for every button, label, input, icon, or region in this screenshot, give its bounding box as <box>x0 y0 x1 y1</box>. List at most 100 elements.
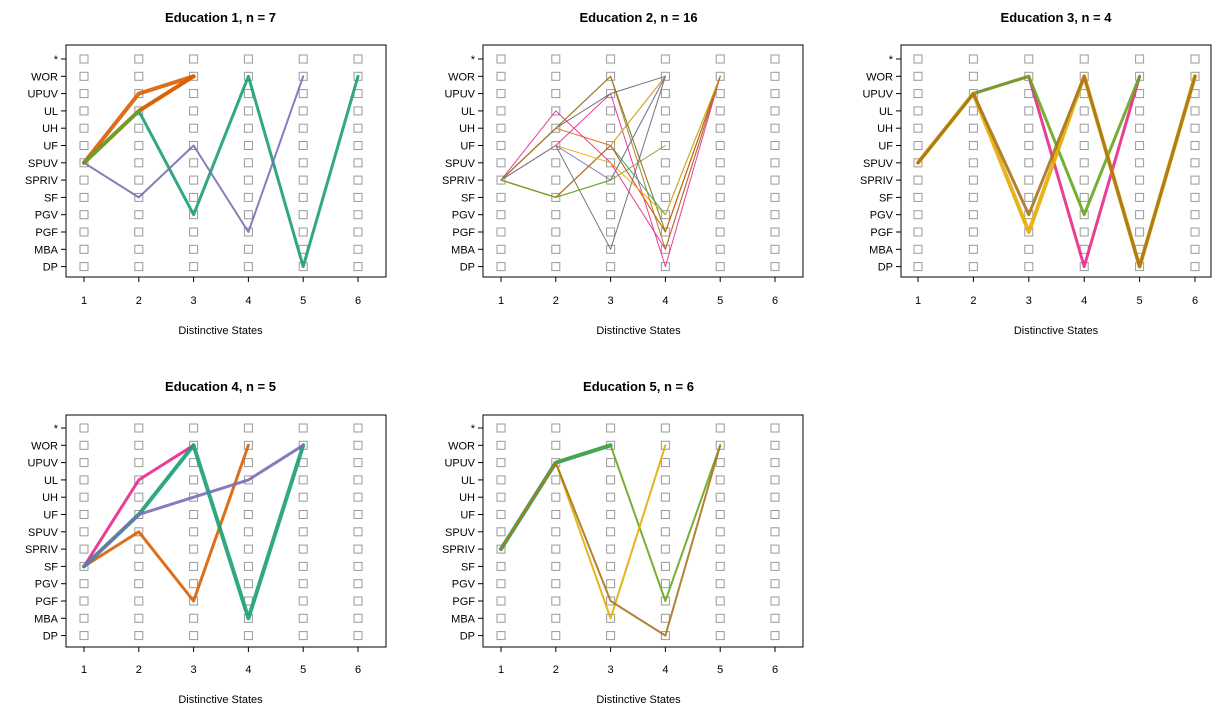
state-marker <box>1190 262 1200 272</box>
state-marker <box>243 192 253 202</box>
state-marker <box>770 106 780 116</box>
state-marker <box>968 71 978 81</box>
state-marker <box>496 440 506 450</box>
state-marker <box>1135 123 1145 133</box>
x-axis: 1 2 3 4 5 6 <box>915 277 1198 307</box>
state-marker <box>660 561 670 571</box>
state-marker <box>913 123 923 133</box>
state-marker <box>79 106 89 116</box>
x-tick-label: 4 <box>1081 295 1087 307</box>
state-marker <box>1024 262 1034 272</box>
sequence-line <box>500 75 721 250</box>
state-marker <box>134 423 144 433</box>
y-tick-label: UL <box>461 106 475 118</box>
x-tick-label: 1 <box>81 295 87 307</box>
state-marker <box>496 210 506 220</box>
state-marker <box>1079 123 1089 133</box>
state-marker <box>353 510 363 519</box>
state-marker <box>353 579 363 589</box>
state-marker <box>79 141 89 150</box>
sequence-line <box>82 74 196 165</box>
state-marker <box>134 561 144 571</box>
state-marker <box>606 544 616 554</box>
state-marker <box>79 54 89 64</box>
panel-title: Education 4, n = 5 <box>165 379 276 394</box>
state-marker <box>551 227 561 237</box>
state-marker <box>353 544 363 554</box>
state-marker <box>606 475 616 485</box>
plot-area <box>65 44 387 278</box>
y-tick-label: MBA <box>451 244 476 256</box>
state-marker <box>913 54 923 64</box>
state-marker <box>189 106 199 116</box>
state-marker <box>606 510 616 519</box>
state-marker <box>551 527 561 537</box>
state-marker <box>79 262 89 272</box>
state-marker <box>660 527 670 537</box>
state-marker <box>353 527 363 537</box>
state-marker <box>496 192 506 202</box>
state-marker <box>134 631 144 641</box>
y-tick-label: UH <box>877 123 893 135</box>
state-marker <box>134 141 144 150</box>
state-marker <box>79 613 89 623</box>
state-marker <box>551 71 561 81</box>
x-axis-label: Distinctive States <box>178 325 263 337</box>
state-marker <box>79 475 89 485</box>
state-marker <box>913 227 923 237</box>
state-marker <box>606 527 616 537</box>
y-tick-label: UF <box>43 510 58 522</box>
state-marker <box>79 175 89 185</box>
state-marker <box>1190 106 1200 116</box>
state-marker <box>298 89 308 99</box>
state-marker <box>770 527 780 537</box>
state-marker <box>913 262 923 272</box>
state-marker <box>353 561 363 571</box>
y-tick-label: * <box>471 54 476 66</box>
state-marker <box>353 106 363 116</box>
state-marker <box>243 141 253 150</box>
state-marker <box>353 192 363 202</box>
state-marker <box>1024 106 1034 116</box>
state-marker <box>770 492 780 502</box>
state-marker <box>551 210 561 220</box>
state-marker <box>770 475 780 485</box>
state-marker <box>715 423 725 433</box>
state-marker <box>968 210 978 220</box>
state-marker <box>715 89 725 99</box>
x-axis-label: Distinctive States <box>178 694 263 706</box>
state-marker <box>496 579 506 589</box>
state-marker <box>353 123 363 133</box>
x-tick-label: 2 <box>970 295 976 307</box>
sequence-line <box>500 75 666 181</box>
panel-education-3: Education 3, n = 4 DP MBA PGF PGV SF SPRIV SPU… <box>860 10 1212 337</box>
state-marker <box>298 561 308 571</box>
state-marker <box>606 227 616 237</box>
state-marker <box>243 561 253 571</box>
state-marker <box>243 123 253 133</box>
state-marker <box>353 262 363 272</box>
state-marker <box>496 54 506 64</box>
state-marker <box>353 613 363 623</box>
state-marker <box>79 631 89 641</box>
plot-area <box>65 414 387 648</box>
y-tick-label: UPUV <box>862 89 893 101</box>
x-tick-label: 5 <box>717 664 723 676</box>
state-marker <box>715 54 725 64</box>
state-marker <box>243 210 253 220</box>
x-tick-label: 2 <box>136 664 142 676</box>
state-marker <box>660 192 670 202</box>
x-axis-label: Distinctive States <box>596 694 681 706</box>
state-marker <box>968 123 978 133</box>
y-tick-label: * <box>54 54 59 66</box>
state-marker <box>551 54 561 64</box>
panel-title: Education 2, n = 16 <box>579 10 697 25</box>
state-marker <box>243 175 253 185</box>
state-marker <box>353 423 363 433</box>
state-marker <box>715 227 725 237</box>
state-marker <box>660 89 670 99</box>
state-marker <box>189 262 199 272</box>
state-marker <box>770 141 780 150</box>
state-marker <box>968 262 978 272</box>
state-marker <box>134 262 144 272</box>
